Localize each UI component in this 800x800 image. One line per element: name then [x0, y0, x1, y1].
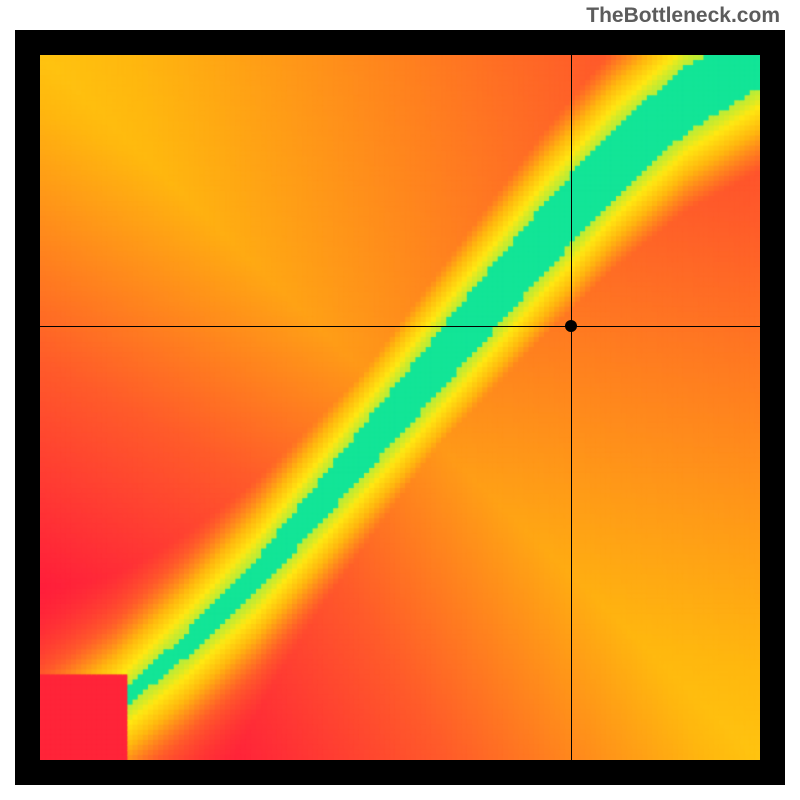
data-point-marker — [565, 320, 577, 332]
crosshair-horizontal — [40, 326, 760, 327]
bottleneck-heatmap — [40, 55, 760, 760]
chart-frame — [15, 30, 785, 785]
crosshair-vertical — [571, 55, 572, 760]
chart-container: TheBottleneck.com — [0, 0, 800, 800]
attribution-text: TheBottleneck.com — [586, 4, 780, 28]
